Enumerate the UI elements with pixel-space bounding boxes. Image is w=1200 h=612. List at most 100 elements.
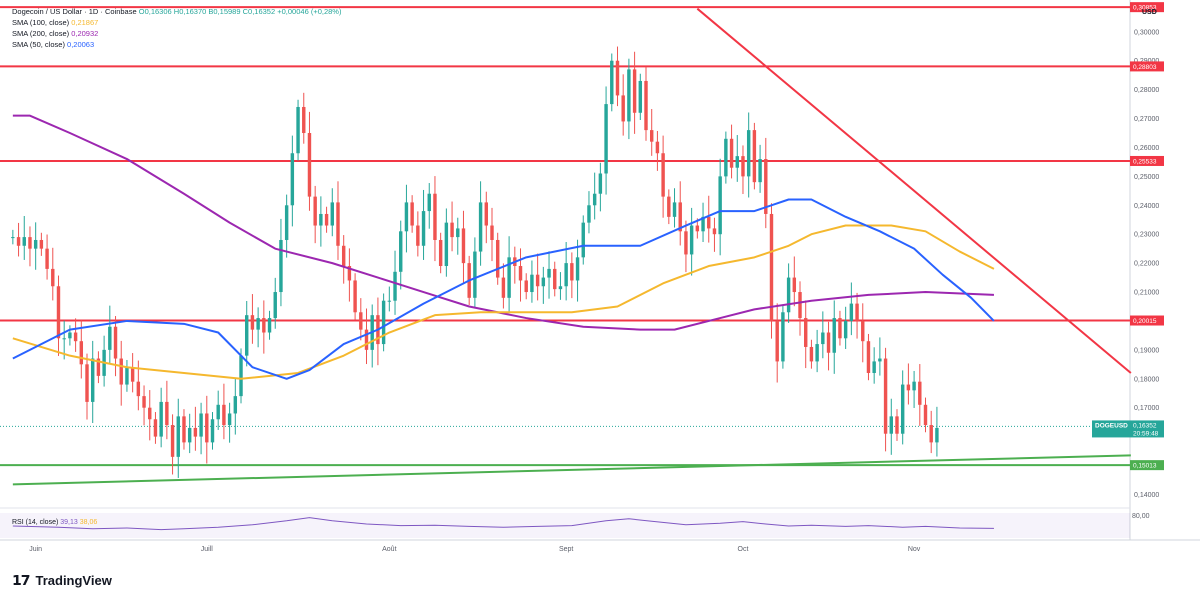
- candle-up: [108, 326, 112, 350]
- candle-up: [689, 225, 694, 255]
- price-level-tag: [1130, 460, 1164, 471]
- candle-up: [284, 205, 289, 240]
- uptrend-support-line: [12, 454, 1131, 486]
- candle-up: [735, 156, 739, 168]
- symbol-tag: [1092, 420, 1130, 438]
- candle-up: [399, 231, 403, 272]
- candle-down: [336, 202, 340, 246]
- candle-down: [861, 320, 865, 342]
- price-tick-label: 0,27000: [1134, 116, 1159, 123]
- candle-up: [256, 318, 260, 330]
- candle-up: [90, 358, 95, 402]
- candle-up: [381, 300, 386, 345]
- ohlc-close: C0,16352: [242, 7, 276, 16]
- candle-down: [450, 222, 454, 238]
- price-tick-label: 0,30000: [1134, 29, 1159, 36]
- candle-down: [170, 425, 175, 457]
- candle-down: [866, 341, 871, 373]
- candle-down: [364, 329, 369, 350]
- candle-up: [638, 80, 643, 113]
- price-tick-label: 0,14000: [1134, 492, 1159, 499]
- currency-label: USD: [1142, 9, 1157, 16]
- candle-down: [729, 138, 734, 168]
- candle-down: [775, 320, 779, 362]
- candle-down: [28, 237, 32, 249]
- current-price-label: 0,16352: [1133, 422, 1157, 429]
- candle-up: [245, 315, 249, 356]
- candle-up: [199, 413, 203, 437]
- candle-down: [621, 95, 625, 122]
- candle-down: [792, 277, 797, 293]
- candle-down: [712, 228, 717, 235]
- candle-down: [433, 193, 437, 240]
- candle-down: [752, 130, 757, 183]
- price-tick-label: 0,17000: [1134, 405, 1159, 412]
- price-level-tag-label: 0,20015: [1133, 318, 1157, 325]
- candle-down: [661, 153, 665, 197]
- candle-up: [541, 277, 546, 287]
- candle-down: [923, 404, 928, 426]
- candle-down: [85, 364, 89, 402]
- candle-down: [113, 326, 118, 359]
- price-level-tag-label: 0,28803: [1133, 64, 1157, 71]
- candle-down: [222, 404, 226, 426]
- candle-down: [182, 416, 186, 443]
- candle-down: [501, 277, 506, 298]
- candle-down: [205, 413, 209, 443]
- candle-down: [667, 196, 671, 217]
- symbol-title[interactable]: Dogecoin / US Dollar · 1D · Coinbase: [12, 7, 137, 16]
- candle-down: [678, 202, 682, 232]
- candle-down: [553, 268, 557, 290]
- candle-down: [79, 341, 84, 365]
- sma200-row[interactable]: SMA (200, close) 0,20932: [12, 28, 341, 39]
- candle-up: [473, 251, 477, 298]
- candle-up: [296, 106, 300, 154]
- candle-up: [843, 320, 848, 339]
- time-tick-label: Oct: [738, 546, 749, 553]
- footer-brand[interactable]: 𝟭𝟳 TradingView: [12, 572, 112, 589]
- candle-up: [22, 237, 26, 246]
- price-tick-label: 0,18000: [1134, 376, 1159, 383]
- price-chart[interactable]: 0,14000 0,17000 0,18000 0,19000 0,21000 0,220…: [0, 0, 1200, 560]
- candle-down: [359, 312, 363, 330]
- candle-up: [821, 332, 825, 345]
- price-tick-label: 0,26000: [1134, 145, 1159, 152]
- rsi-legend[interactable]: RSI (14, close) 39,13 38,06: [12, 517, 97, 528]
- candle-up: [701, 216, 705, 232]
- ohlc-change: +0,00046 (+0,28%): [277, 7, 342, 16]
- candle-up: [62, 338, 66, 340]
- candle-down: [695, 225, 700, 232]
- time-tick-label: Juill: [201, 546, 214, 553]
- price-tick-label: 0,25000: [1134, 174, 1159, 181]
- candle-up: [176, 416, 180, 457]
- candle-down: [632, 69, 637, 113]
- ohlc-low: B0,15989: [208, 7, 241, 16]
- candle-down: [895, 416, 899, 434]
- candle-down: [495, 239, 500, 278]
- candle-up: [216, 404, 220, 420]
- sma100-line: [12, 224, 995, 380]
- candle-up: [227, 413, 232, 426]
- candle-down: [769, 213, 774, 321]
- candle-down: [307, 133, 312, 197]
- symbol-row: Dogecoin / US Dollar · 1D · Coinbase O0,…: [12, 6, 341, 17]
- candle-up: [786, 277, 791, 313]
- candle-down: [490, 225, 494, 240]
- candle-down: [741, 156, 745, 177]
- candle-down: [353, 280, 357, 313]
- candle-down: [883, 358, 888, 434]
- sma100-row[interactable]: SMA (100, close) 0,21867: [12, 17, 341, 28]
- candle-up: [444, 222, 449, 267]
- candle-down: [130, 367, 135, 382]
- candle-up: [456, 228, 460, 238]
- downtrend-line: [696, 7, 1132, 374]
- sma50-row[interactable]: SMA (50, close) 0,20063: [12, 39, 341, 50]
- candle-down: [250, 315, 255, 330]
- candle-up: [267, 318, 272, 333]
- candle-down: [73, 332, 78, 342]
- candle-up: [507, 257, 511, 298]
- candle-down: [644, 80, 648, 131]
- candle-down: [707, 216, 711, 229]
- symbol-tag-label: DOGEUSD: [1095, 422, 1128, 429]
- candle-down: [45, 248, 49, 269]
